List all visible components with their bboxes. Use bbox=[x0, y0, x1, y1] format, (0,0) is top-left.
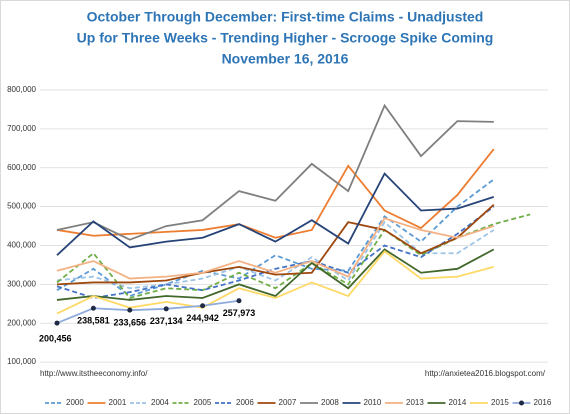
y-tick-label: 400,000 bbox=[7, 241, 36, 250]
series-line bbox=[56, 148, 495, 239]
legend-label: 2008 bbox=[321, 398, 339, 407]
y-tick-label: 100,000 bbox=[7, 357, 36, 366]
marker bbox=[163, 306, 169, 312]
chart-title: November 16, 2016 bbox=[222, 51, 349, 67]
y-tick-label: 300,000 bbox=[7, 279, 36, 288]
legend-label: 2004 bbox=[151, 398, 169, 407]
legend-label: 2001 bbox=[109, 398, 127, 407]
data-label: 244,942 bbox=[186, 313, 219, 323]
data-label: 238,581 bbox=[77, 316, 110, 326]
legend-label: 2007 bbox=[279, 398, 297, 407]
legend-label: 2013 bbox=[406, 398, 424, 407]
legend-label: 2005 bbox=[194, 398, 212, 407]
chart-title: Up for Three Weeks - Trending Higher - S… bbox=[77, 30, 494, 46]
chart-title: October Through December: First-time Cla… bbox=[87, 9, 484, 25]
y-tick-label: 700,000 bbox=[7, 124, 36, 133]
series-line bbox=[56, 205, 495, 299]
legend-label: 2000 bbox=[66, 398, 84, 407]
marker bbox=[90, 305, 96, 311]
y-tick-label: 800,000 bbox=[7, 85, 36, 94]
annotation: http://www.itstheeconomy.info/ bbox=[40, 369, 148, 378]
legend-label: 2010 bbox=[364, 398, 382, 407]
series-line bbox=[56, 204, 495, 286]
y-tick-label: 200,000 bbox=[7, 318, 36, 327]
y-tick-label: 500,000 bbox=[7, 202, 36, 211]
data-label: 200,456 bbox=[39, 333, 72, 343]
series-line bbox=[56, 299, 240, 324]
legend-label: 2016 bbox=[534, 398, 552, 407]
legend-label: 2006 bbox=[236, 398, 254, 407]
legend-marker bbox=[519, 400, 524, 406]
marker bbox=[236, 298, 242, 304]
annotation: http://anxietea2016.blogspot.com/ bbox=[425, 369, 546, 378]
series-line bbox=[56, 217, 495, 280]
marker bbox=[127, 307, 133, 313]
marker bbox=[54, 320, 60, 326]
y-tick-label: 600,000 bbox=[7, 163, 36, 172]
series-line bbox=[56, 172, 495, 256]
series-line bbox=[56, 248, 495, 301]
data-label: 237,134 bbox=[150, 316, 183, 326]
marker bbox=[200, 303, 206, 309]
data-label: 257,973 bbox=[223, 308, 256, 318]
series-line bbox=[56, 103, 494, 241]
data-label: 233,656 bbox=[114, 318, 147, 328]
legend-label: 2014 bbox=[449, 398, 467, 407]
legend-label: 2015 bbox=[491, 398, 509, 407]
